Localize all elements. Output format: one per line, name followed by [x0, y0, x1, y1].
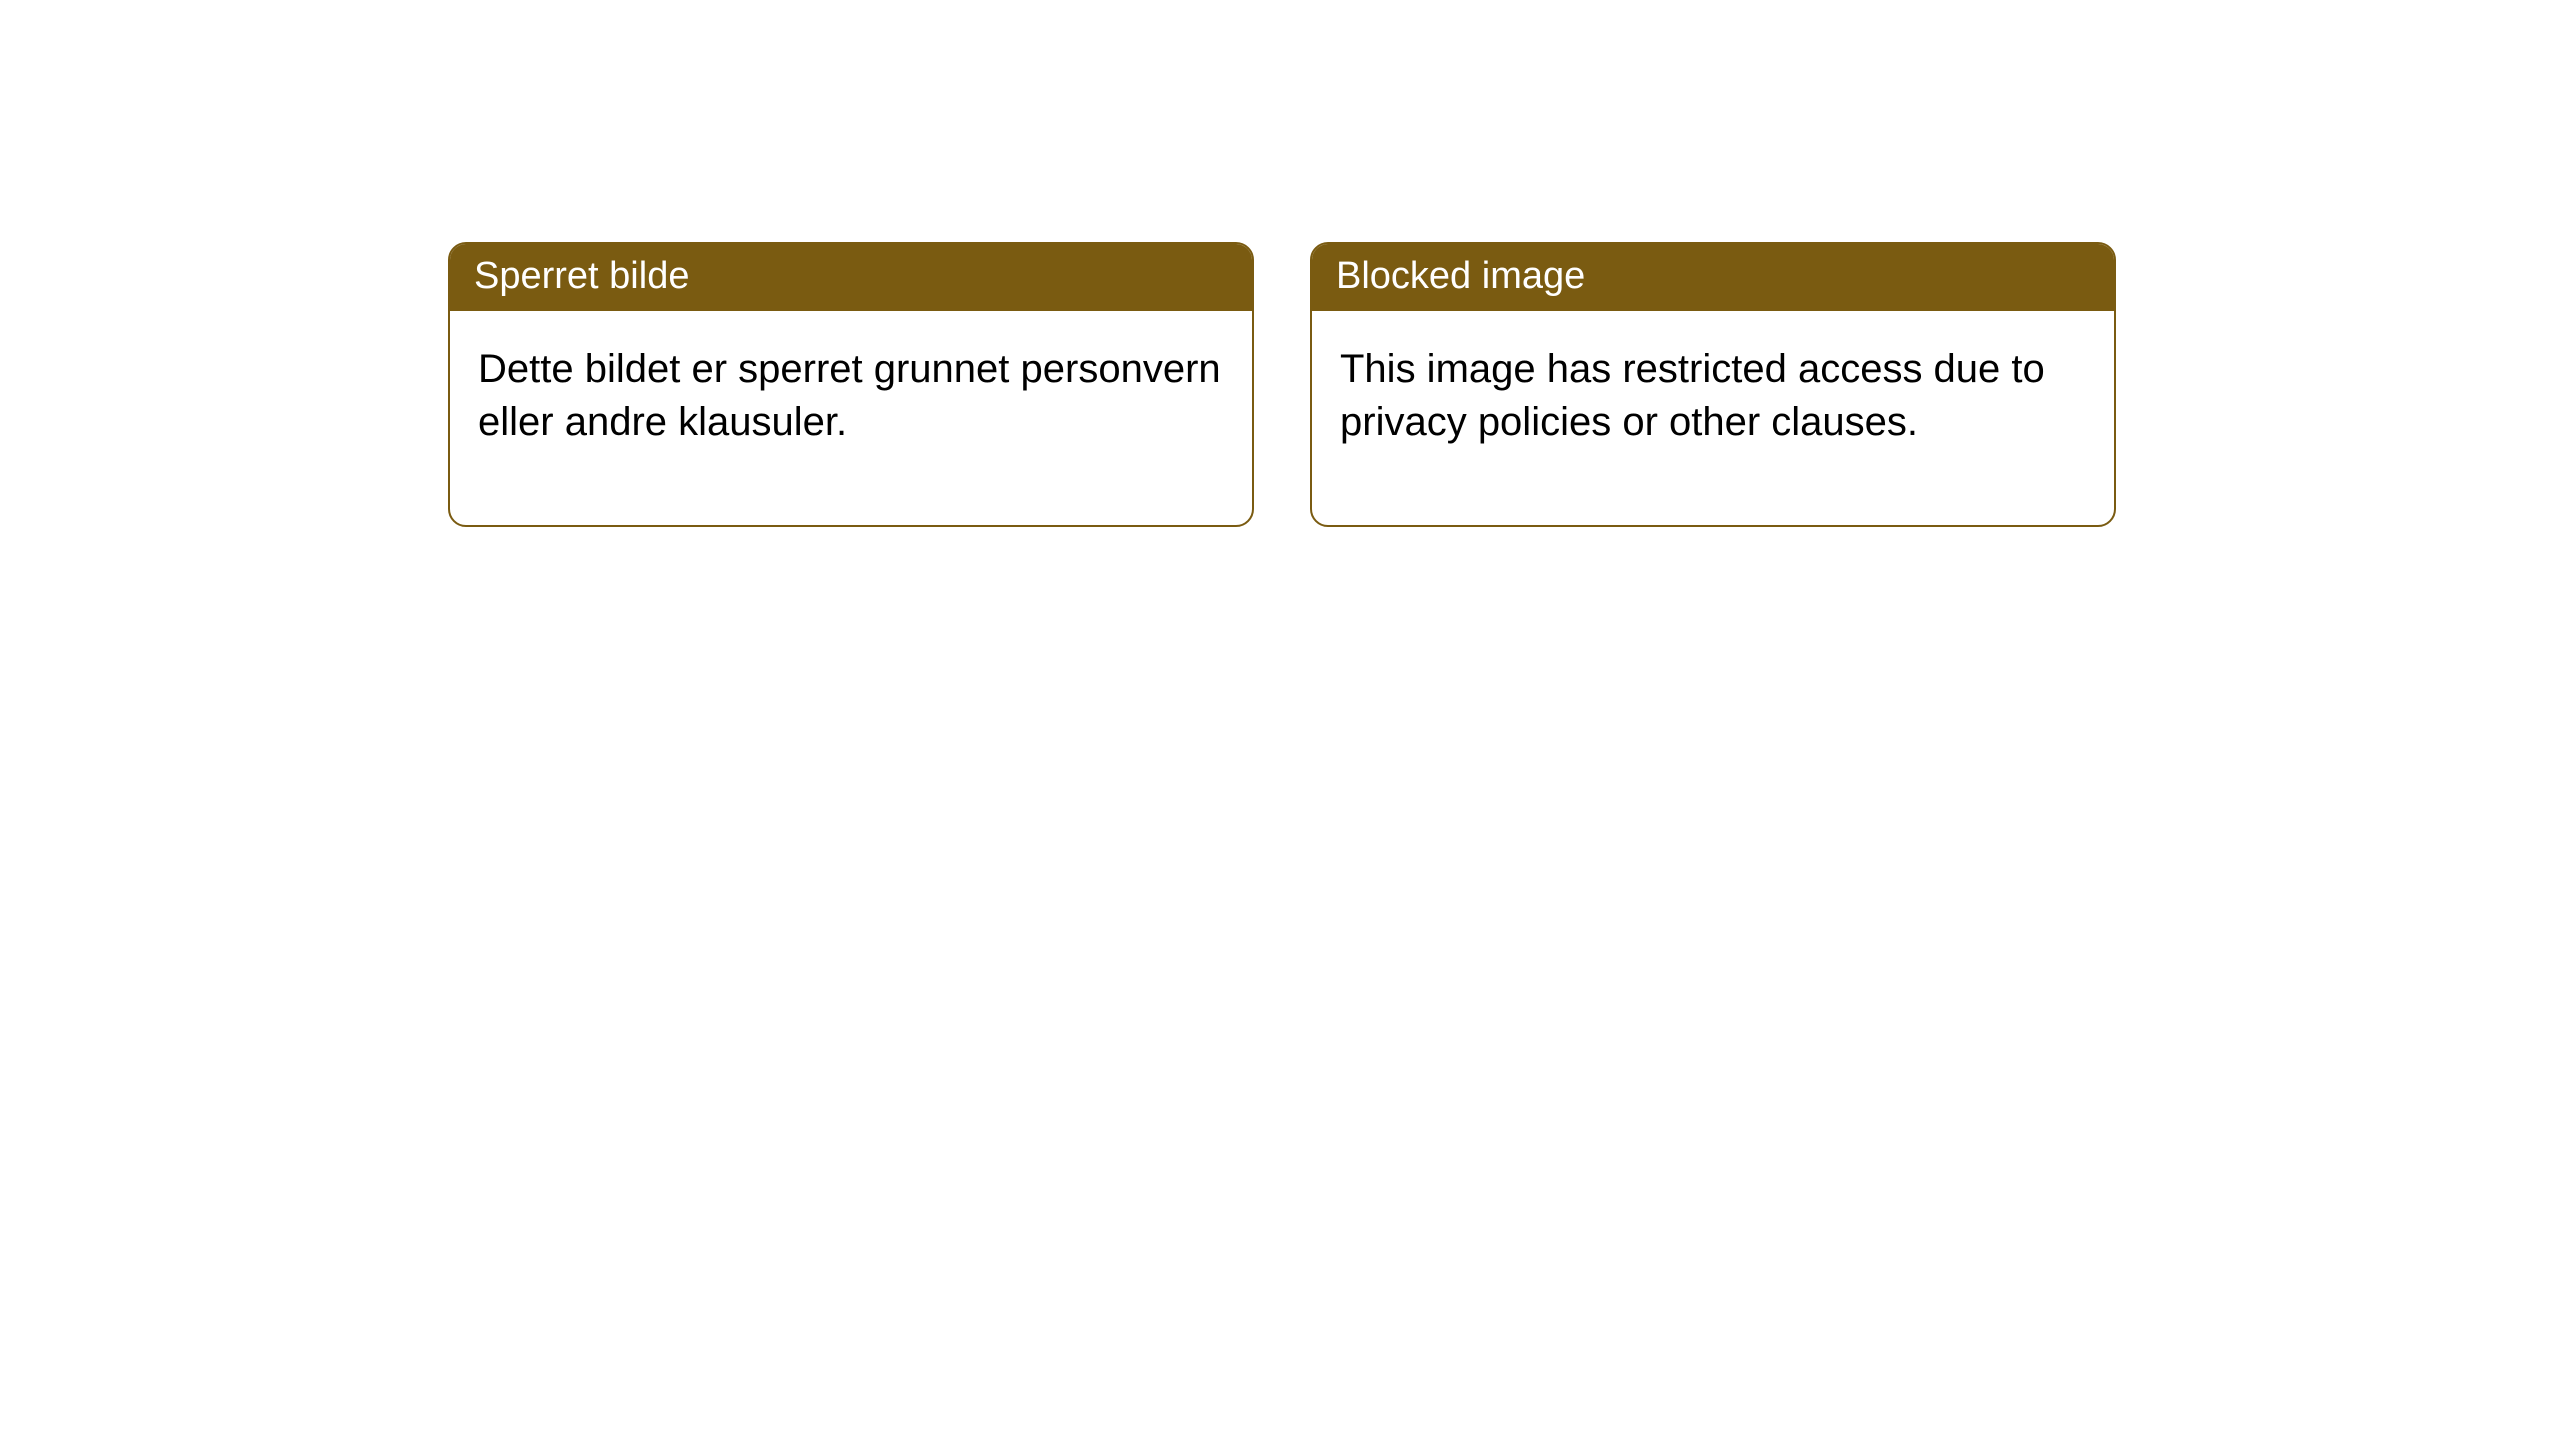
notice-title-no: Sperret bilde [450, 244, 1252, 311]
notice-card-en: Blocked image This image has restricted … [1310, 242, 2116, 527]
notice-message-en: This image has restricted access due to … [1312, 311, 2114, 525]
notice-container: Sperret bilde Dette bildet er sperret gr… [448, 242, 2116, 527]
notice-card-no: Sperret bilde Dette bildet er sperret gr… [448, 242, 1254, 527]
notice-title-en: Blocked image [1312, 244, 2114, 311]
notice-message-no: Dette bildet er sperret grunnet personve… [450, 311, 1252, 525]
